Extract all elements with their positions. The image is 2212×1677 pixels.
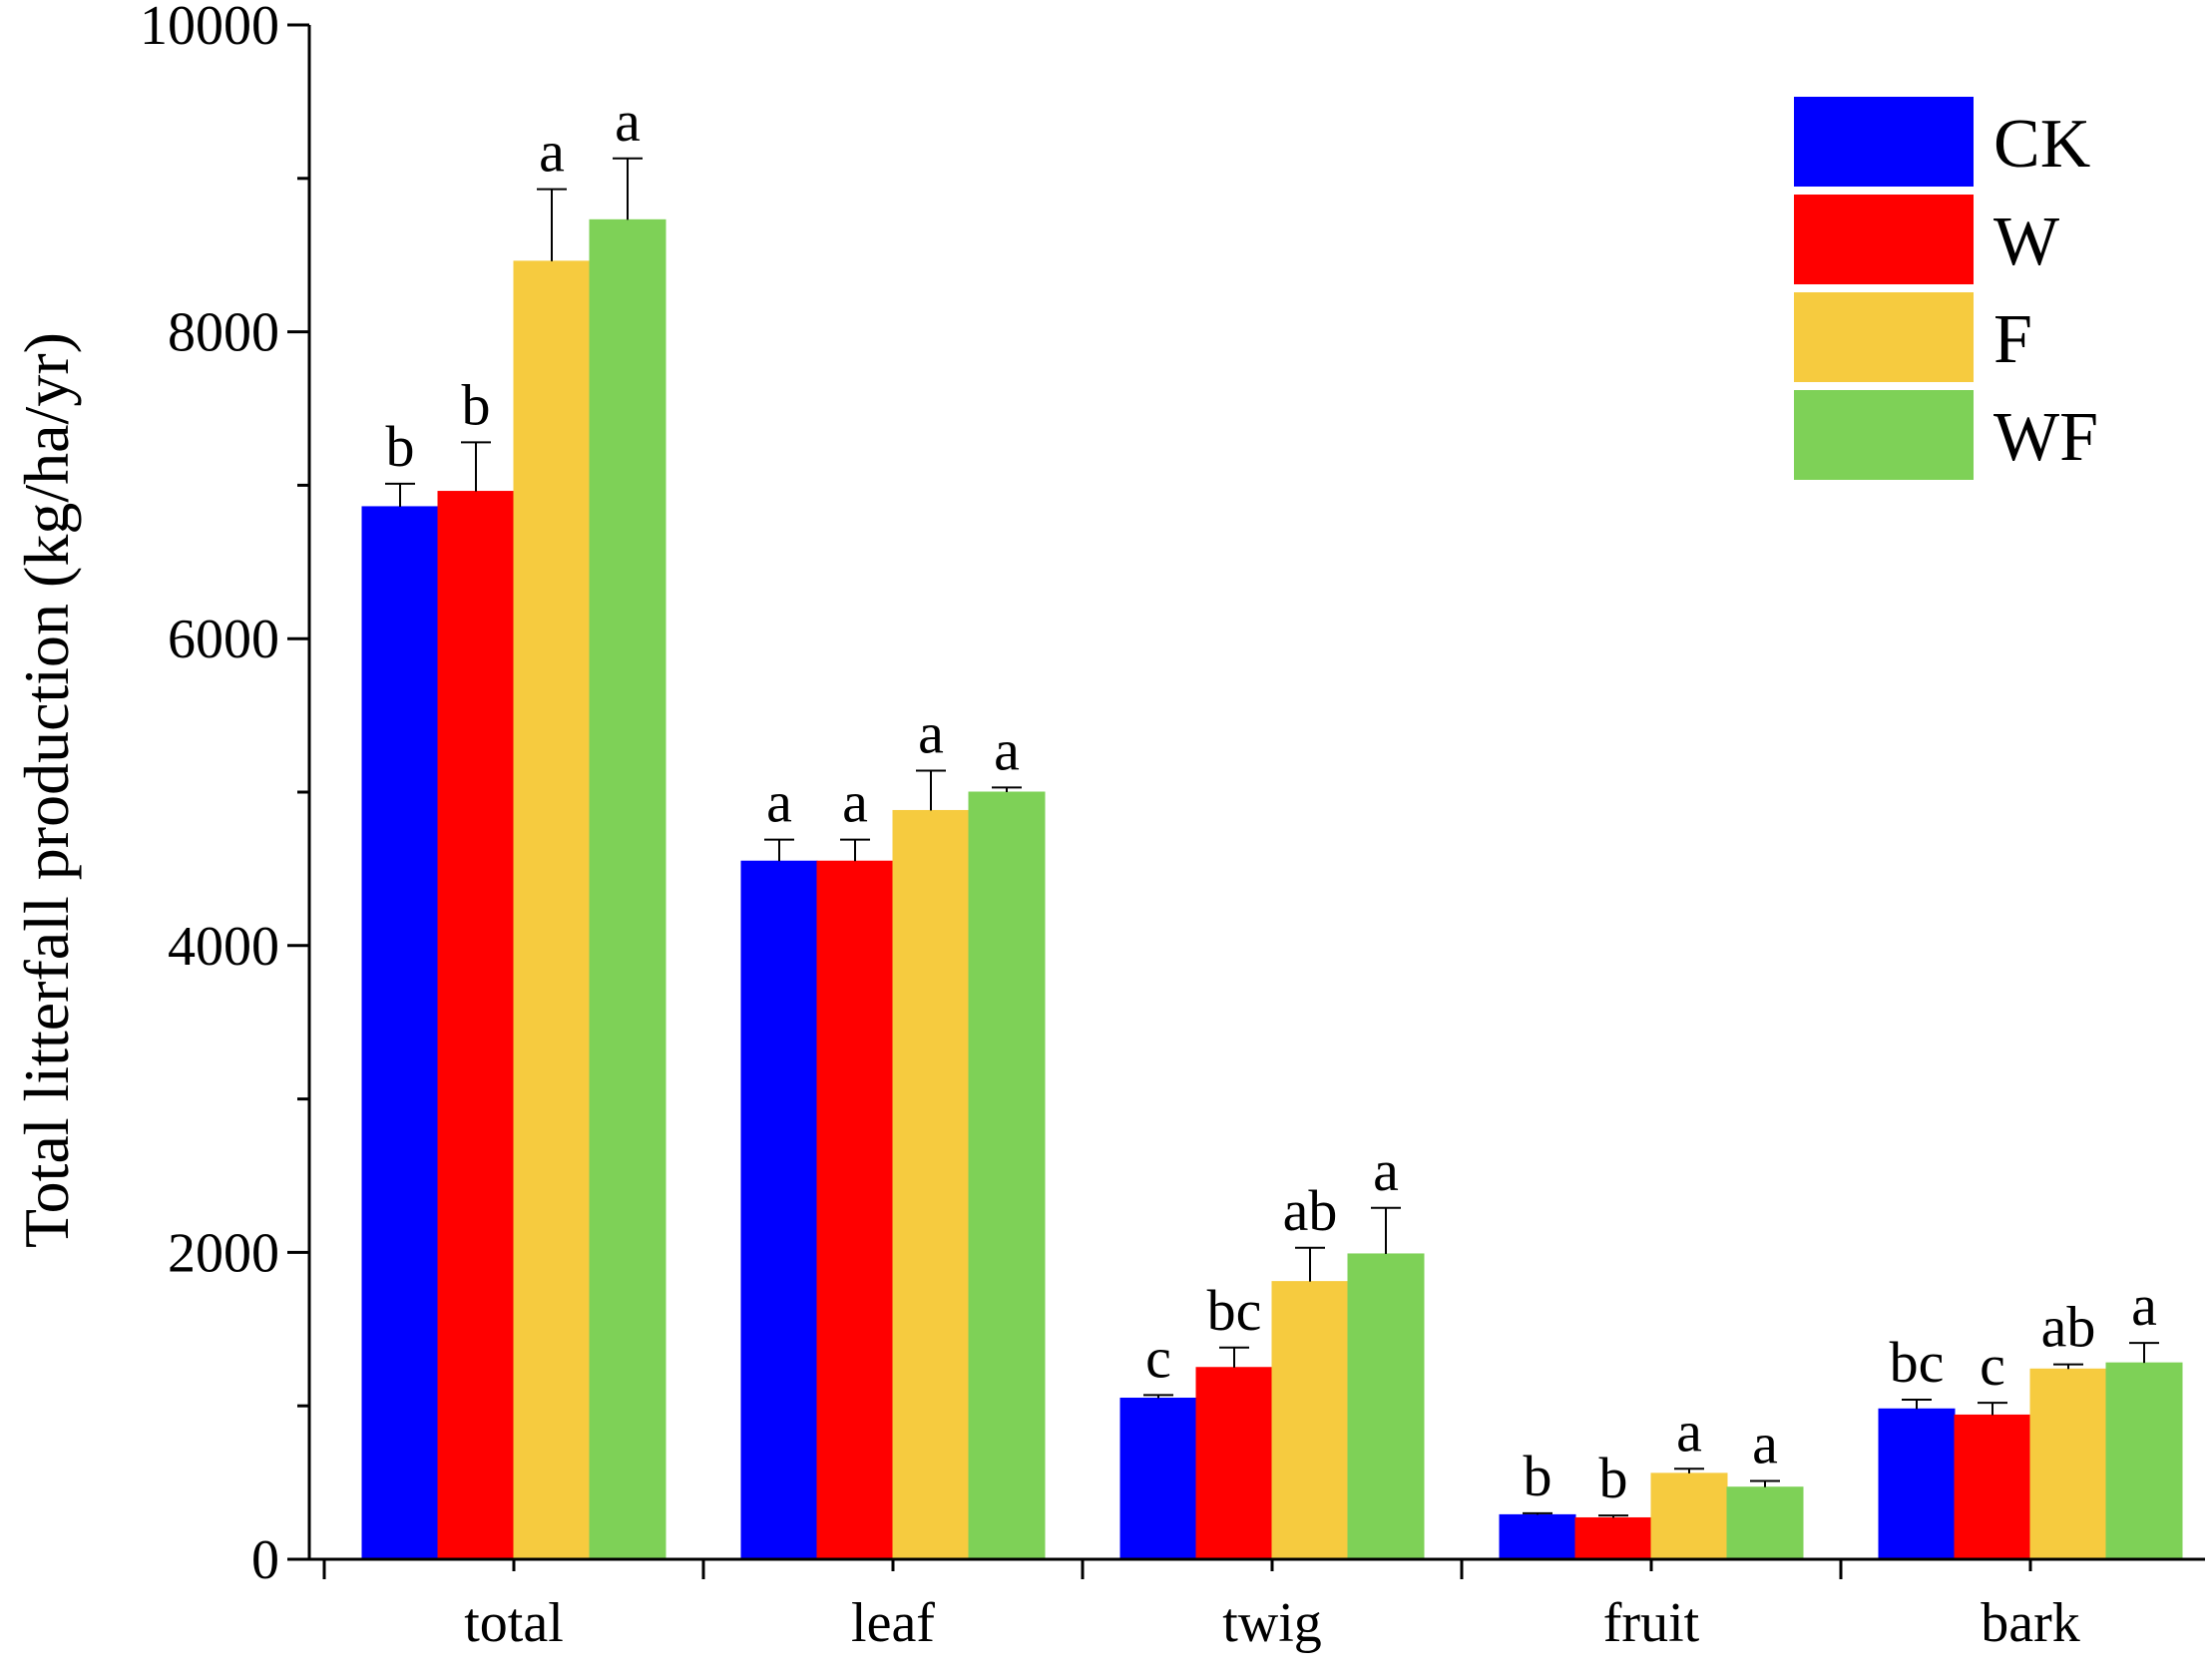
bar-f-total <box>513 260 591 1560</box>
significance-label-wf-leaf: a <box>994 717 1020 782</box>
legend-swatch-f <box>1794 292 1974 382</box>
error-bar-w-twig <box>1219 1346 1249 1368</box>
significance-label-ck-bark: bc <box>1890 1330 1945 1395</box>
error-bar-f-total <box>537 188 567 261</box>
error-bar-ck-total <box>385 482 415 507</box>
legend: CK WF WF <box>1794 97 2098 480</box>
bar-ck-fruit <box>1499 1513 1576 1560</box>
error-bar-wf-fruit <box>1750 1479 1780 1487</box>
legend-item-f: F <box>1794 292 2032 382</box>
legend-item-ck: CK <box>1794 97 2090 187</box>
significance-label-w-bark: c <box>1980 1333 2005 1398</box>
y-axis-title: Total litterfall production (kg/ha/yr) <box>11 332 82 1248</box>
legend-item-w: W <box>1794 195 2059 284</box>
error-bar-wf-total <box>613 157 643 220</box>
legend-swatch-w <box>1794 195 1974 284</box>
significance-label-f-leaf: a <box>918 700 944 765</box>
significance-label-w-leaf: a <box>842 770 868 835</box>
legend-item-wf: WF <box>1794 390 2098 480</box>
x-axis: total leaf twig fruit bark <box>307 1557 2205 1654</box>
y-tick-label: 10000 <box>140 0 279 57</box>
bar-w-fruit <box>1574 1516 1652 1560</box>
y-tick-label: 6000 <box>168 609 279 670</box>
error-bar-w-bark <box>1978 1402 2007 1416</box>
bar-wf-total <box>589 218 666 1560</box>
significance-label-f-twig: ab <box>1283 1178 1338 1243</box>
x-tick-label-leaf: leaf <box>851 1592 935 1654</box>
x-tick-label-bark: bark <box>1981 1592 2080 1654</box>
y-tick-label: 2000 <box>168 1222 279 1284</box>
legend-label-wf: WF <box>1993 399 2098 476</box>
error-bar-wf-twig <box>1371 1206 1401 1254</box>
significance-label-f-fruit: a <box>1676 1399 1702 1464</box>
bar-wf-fruit <box>1726 1486 1804 1560</box>
error-bar-ck-fruit <box>1523 1511 1552 1515</box>
bar-w-bark <box>1954 1414 2031 1560</box>
bar-w-leaf <box>816 860 894 1560</box>
x-tick-label-twig: twig <box>1222 1592 1322 1654</box>
bar-f-fruit <box>1650 1472 1728 1560</box>
significance-label-ck-fruit: b <box>1524 1444 1552 1508</box>
legend-label-ck: CK <box>1993 106 2090 183</box>
significance-label-wf-twig: a <box>1373 1138 1399 1203</box>
legend-label-f: F <box>1993 301 2032 378</box>
error-bar-w-fruit <box>1598 1514 1628 1518</box>
error-bar-w-leaf <box>840 838 870 862</box>
bar-ck-bark <box>1878 1408 1956 1560</box>
y-tick-label: 4000 <box>168 916 279 978</box>
legend-swatch-wf <box>1794 390 1974 480</box>
error-bar-ck-bark <box>1902 1399 1932 1410</box>
error-bar-ck-twig <box>1143 1394 1173 1399</box>
bar-f-leaf <box>892 809 970 1560</box>
error-bar-f-leaf <box>916 769 946 811</box>
significance-label-wf-fruit: a <box>1752 1412 1778 1476</box>
error-bar-f-twig <box>1295 1246 1325 1282</box>
bar-w-total <box>437 491 515 1560</box>
significance-label-w-twig: bc <box>1207 1278 1262 1343</box>
significance-label-w-total: b <box>462 372 491 437</box>
significance-label-ck-twig: c <box>1145 1325 1171 1390</box>
error-bar-wf-leaf <box>992 786 1022 792</box>
bar-f-bark <box>2029 1368 2107 1560</box>
bar-wf-leaf <box>968 791 1046 1560</box>
x-tick-label-fruit: fruit <box>1603 1592 1700 1654</box>
bar-wf-bark <box>2105 1362 2183 1560</box>
significance-label-w-fruit: b <box>1599 1446 1628 1510</box>
error-bar-ck-leaf <box>764 838 794 862</box>
y-tick-label: 8000 <box>168 302 279 364</box>
significance-label-wf-total: a <box>615 89 641 154</box>
bar-ck-twig <box>1119 1398 1197 1560</box>
bar-w-twig <box>1195 1367 1273 1560</box>
significance-label-ck-total: b <box>386 414 415 479</box>
error-bar-wf-bark <box>2129 1342 2159 1364</box>
error-bar-f-fruit <box>1674 1467 1704 1473</box>
legend-label-w: W <box>1993 204 2059 280</box>
error-bar-w-total <box>461 441 491 492</box>
bar-ck-leaf <box>740 860 818 1560</box>
bar-f-twig <box>1271 1281 1349 1560</box>
y-tick-label: 0 <box>251 1529 279 1591</box>
y-axis: 0 2000 4000 6000 8000 10000 <box>140 0 311 1591</box>
significance-label-f-bark: ab <box>2041 1295 2096 1360</box>
error-bar-f-bark <box>2053 1363 2083 1370</box>
bar-ck-total <box>361 506 439 1560</box>
bar-wf-twig <box>1347 1253 1425 1560</box>
significance-label-ck-leaf: a <box>766 770 792 835</box>
significance-label-wf-bark: a <box>2131 1273 2157 1338</box>
legend-swatch-ck <box>1794 97 1974 187</box>
x-tick-label-total: total <box>464 1592 564 1654</box>
significance-label-f-total: a <box>539 120 565 185</box>
